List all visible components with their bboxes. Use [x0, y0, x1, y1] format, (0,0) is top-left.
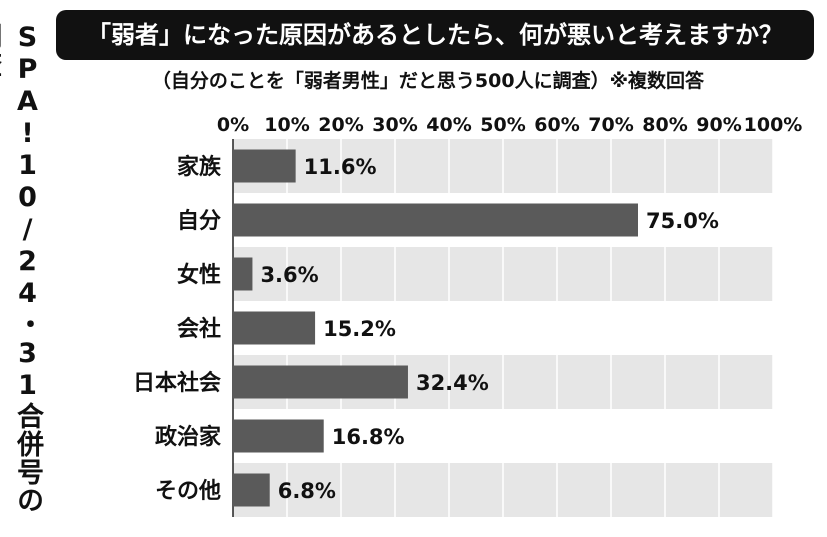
category-label: 政治家 — [155, 424, 222, 450]
category-label: 自分 — [177, 208, 221, 234]
bar — [233, 149, 296, 183]
value-label: 15.2% — [323, 317, 396, 341]
x-tick-label: 60% — [534, 114, 579, 136]
x-tick-label: 80% — [642, 114, 687, 136]
value-label: 16.8% — [332, 425, 405, 449]
x-tick-label: 20% — [318, 114, 363, 136]
x-tick-label: 10% — [264, 114, 309, 136]
x-tick-label: 40% — [426, 114, 471, 136]
x-tick-label: 50% — [480, 114, 525, 136]
chart-subtitle: （自分のことを「弱者男性」だと思う500人に調査）※複数回答 — [151, 70, 705, 92]
value-label: 32.4% — [416, 371, 489, 395]
category-label: 会社 — [177, 316, 221, 342]
category-label: 家族 — [177, 154, 222, 180]
bar — [233, 419, 324, 453]
bar — [233, 473, 270, 507]
category-label: 日本社会 — [133, 370, 221, 396]
source-caption: SPA!10/24・31合併号の調査より — [0, 22, 43, 514]
x-tick-label: 100% — [744, 114, 803, 136]
category-label: その他 — [155, 479, 221, 504]
value-label: 6.8% — [278, 479, 336, 503]
chart-title-banner: 「弱者」になった原因があるとしたら、何が悪いと考えますか？ — [56, 10, 814, 60]
value-label: 3.6% — [260, 263, 318, 287]
x-tick-label: 30% — [372, 114, 417, 136]
x-tick-label: 0% — [217, 114, 249, 136]
bar — [233, 365, 408, 399]
bar — [233, 257, 253, 291]
value-label: 75.0% — [646, 209, 719, 233]
x-tick-label: 90% — [696, 114, 741, 136]
category-label: 女性 — [177, 262, 221, 288]
bar — [233, 311, 316, 345]
x-tick-label: 70% — [588, 114, 633, 136]
bar — [233, 203, 638, 237]
value-label: 11.6% — [304, 155, 377, 179]
